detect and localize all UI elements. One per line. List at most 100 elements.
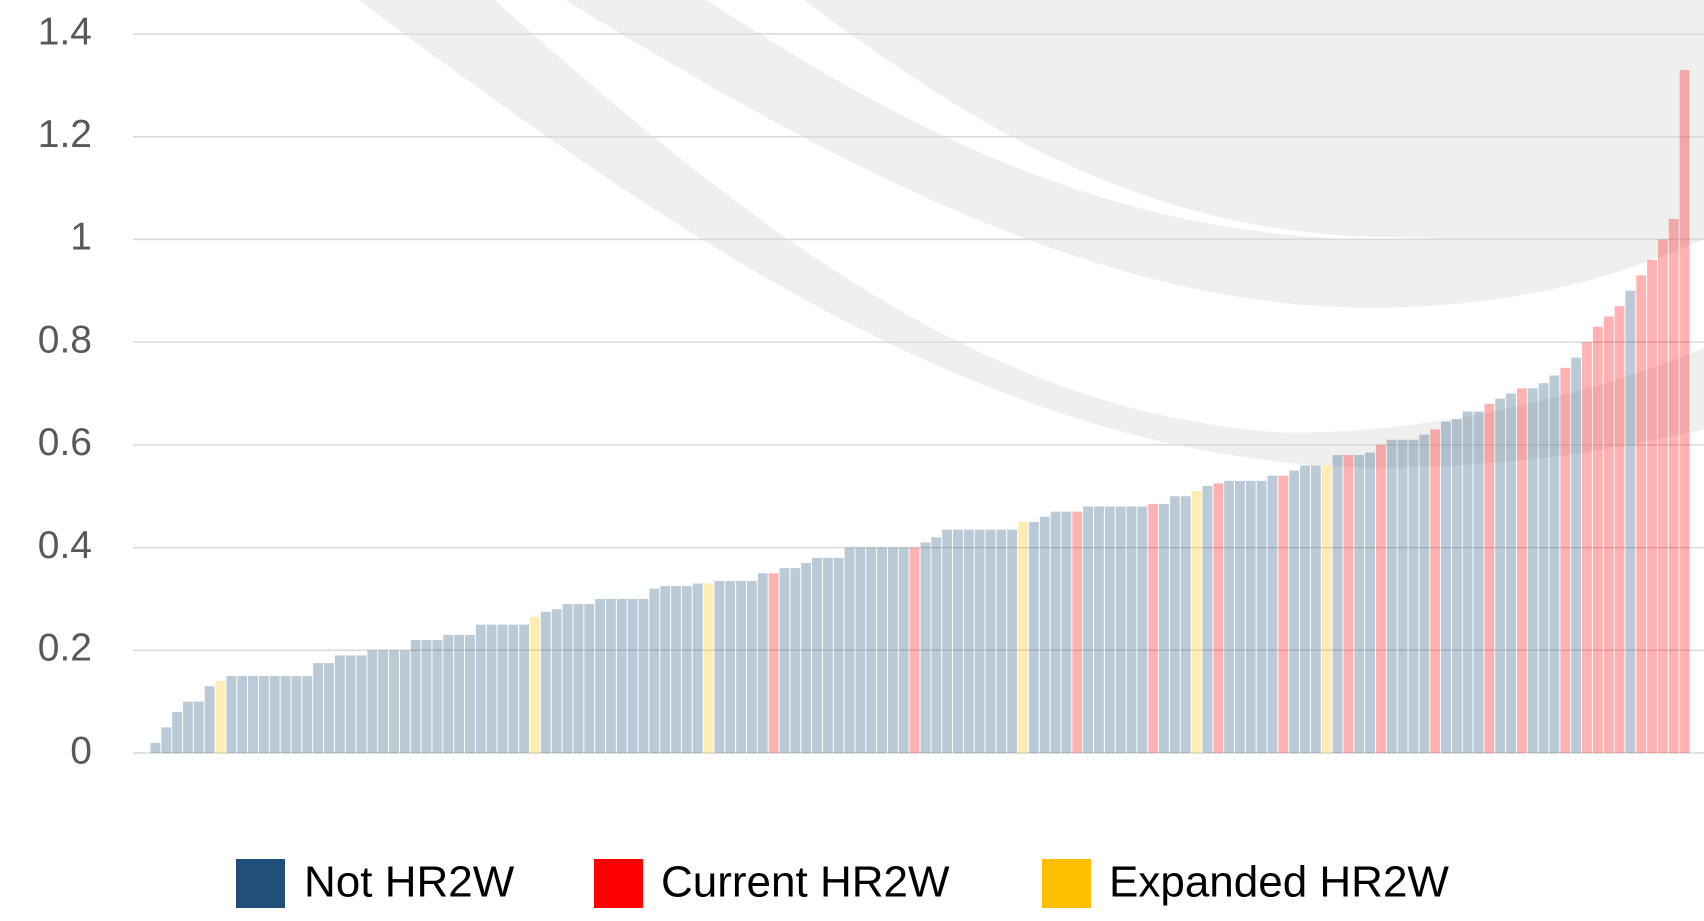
legend-swatch xyxy=(1042,859,1091,908)
bar xyxy=(1538,383,1549,753)
bar xyxy=(855,547,866,753)
bar xyxy=(486,624,497,753)
bar xyxy=(985,529,996,753)
bar xyxy=(953,529,963,753)
bar xyxy=(1137,506,1148,753)
legend-label: Not HR2W xyxy=(304,858,515,907)
bar xyxy=(1148,503,1159,753)
bar xyxy=(1549,375,1560,753)
bar xyxy=(660,586,671,753)
bar xyxy=(562,604,573,753)
bar xyxy=(1256,480,1267,753)
bar xyxy=(833,557,844,753)
bar xyxy=(942,529,953,753)
bar xyxy=(1430,429,1441,753)
bar xyxy=(822,557,833,753)
bar xyxy=(779,568,790,753)
bar xyxy=(812,557,822,753)
bar xyxy=(681,586,692,753)
bar xyxy=(1224,480,1235,753)
bar xyxy=(443,634,454,753)
bar xyxy=(421,640,432,753)
bar xyxy=(172,711,183,753)
bar xyxy=(1343,455,1354,753)
bar xyxy=(801,562,812,753)
bar xyxy=(1484,403,1495,753)
bar xyxy=(1473,411,1484,753)
y-tick-label: 1 xyxy=(70,216,92,259)
legend-label: Expanded HR2W xyxy=(1109,858,1449,907)
bar xyxy=(215,681,226,753)
y-tick-label: 0.8 xyxy=(38,318,92,361)
bar xyxy=(1202,485,1213,753)
bar xyxy=(1245,480,1256,753)
bar xyxy=(1365,452,1375,753)
bar xyxy=(616,598,627,753)
bar xyxy=(508,624,519,753)
bar xyxy=(150,742,161,753)
bar xyxy=(237,675,248,753)
bar xyxy=(1679,69,1690,753)
bar xyxy=(1072,511,1083,753)
bar xyxy=(768,573,779,753)
bar xyxy=(1603,316,1614,753)
bar xyxy=(584,604,595,753)
bar xyxy=(1516,388,1527,753)
bar xyxy=(898,547,909,753)
legend-swatch xyxy=(594,859,643,908)
bar xyxy=(1094,506,1104,753)
bar xyxy=(497,624,508,753)
bar xyxy=(1495,398,1506,753)
bar xyxy=(454,634,465,753)
bar xyxy=(1289,470,1300,753)
bar xyxy=(974,529,985,753)
bar xyxy=(1213,483,1224,753)
bar xyxy=(1462,411,1473,753)
bar xyxy=(1647,259,1657,753)
bar xyxy=(410,640,421,753)
bar xyxy=(1039,516,1050,753)
bar-layer xyxy=(150,69,1690,753)
bar xyxy=(1007,529,1018,753)
bar xyxy=(1028,521,1039,753)
legend: Not HR2W Current HR2W Expanded HR2W xyxy=(236,858,1449,908)
bar xyxy=(519,624,530,753)
legend-label: Current HR2W xyxy=(661,858,950,907)
bar xyxy=(627,598,638,753)
bar xyxy=(1083,506,1094,753)
bar xyxy=(161,727,172,753)
bar xyxy=(1386,439,1397,753)
bar xyxy=(183,701,193,753)
bar xyxy=(1625,290,1636,753)
bar xyxy=(1441,421,1451,753)
bar xyxy=(530,616,540,753)
bar xyxy=(790,568,801,753)
bar xyxy=(1300,465,1310,753)
bar xyxy=(1278,475,1289,753)
bar xyxy=(280,675,291,753)
bar xyxy=(736,580,746,753)
legend-swatch xyxy=(236,859,285,908)
bar xyxy=(313,663,324,753)
bar xyxy=(551,609,562,753)
bar xyxy=(1451,419,1462,753)
bar xyxy=(1126,506,1137,753)
bar xyxy=(226,675,237,753)
bar xyxy=(605,598,616,753)
bar xyxy=(887,547,898,753)
y-tick-label: 0.4 xyxy=(38,524,92,567)
bar xyxy=(1321,465,1332,753)
axis-layer: 0 0.2 0.4 0.6 0.8 1 1.2 1.4 xyxy=(38,10,1704,772)
bar xyxy=(248,675,258,753)
bar xyxy=(432,640,443,753)
bar xyxy=(1419,434,1430,753)
bar xyxy=(1169,496,1180,753)
bar xyxy=(757,573,768,753)
bar xyxy=(1267,475,1278,753)
bar xyxy=(1235,480,1245,753)
bar xyxy=(1397,439,1408,753)
bar xyxy=(1159,503,1169,753)
bar xyxy=(1408,439,1419,753)
bar xyxy=(746,580,757,753)
